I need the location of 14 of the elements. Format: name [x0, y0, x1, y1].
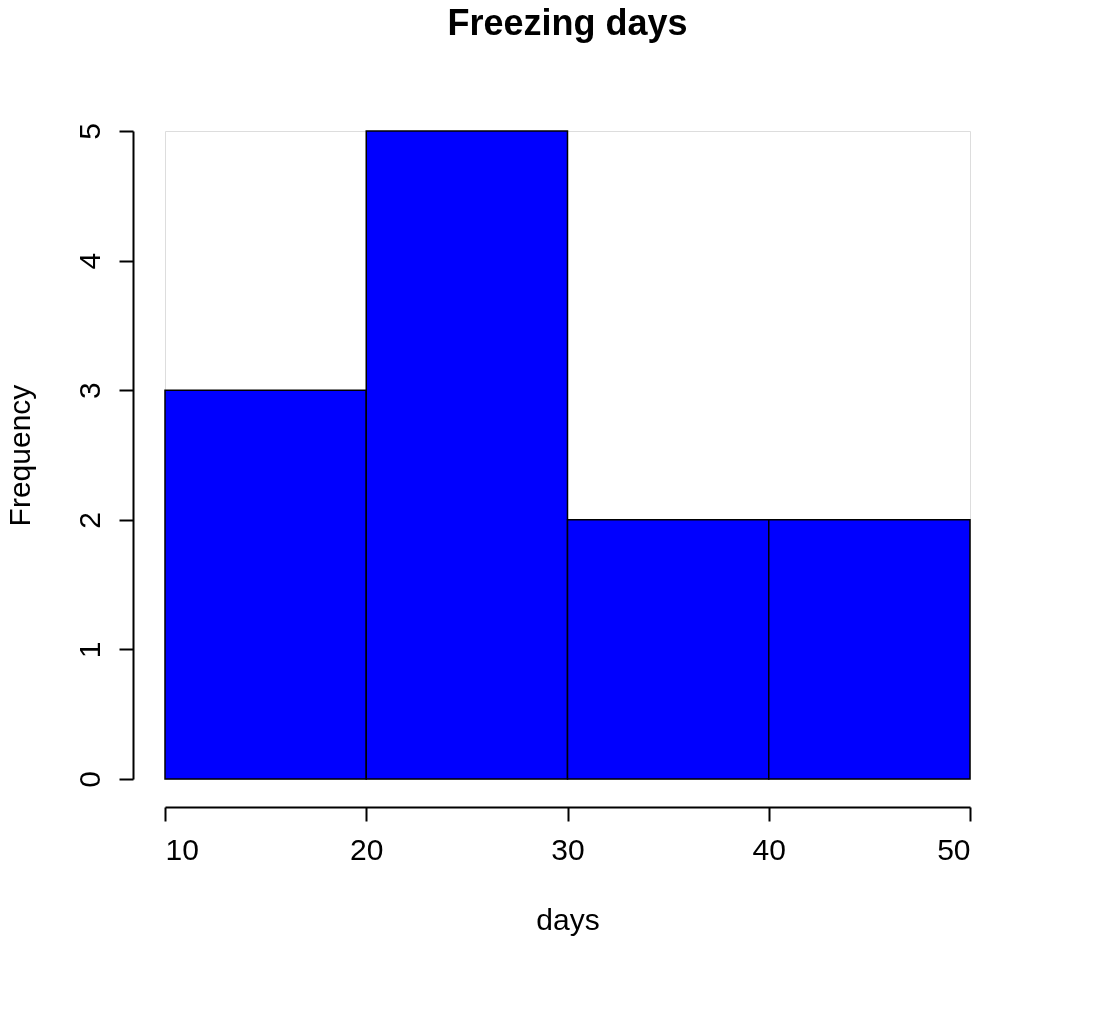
y-tick-label: 4: [72, 252, 106, 270]
x-tick-label: 40: [752, 832, 786, 866]
y-tick-label: 2: [72, 511, 106, 529]
y-tick-label: 3: [72, 382, 106, 400]
y-tick-label: 5: [72, 123, 106, 140]
x-axis-title: days: [536, 902, 600, 936]
x-tick-label: 20: [350, 832, 384, 866]
x-tick-label: 50: [937, 832, 971, 866]
x-tick-label: 30: [551, 832, 585, 866]
x-tick-label: 10: [165, 832, 199, 866]
chart-title: Freezing days: [447, 1, 688, 43]
y-tick-label: 0: [72, 771, 106, 788]
y-axis-title: Frequency: [2, 384, 36, 527]
y-tick-label: 1: [72, 641, 106, 659]
